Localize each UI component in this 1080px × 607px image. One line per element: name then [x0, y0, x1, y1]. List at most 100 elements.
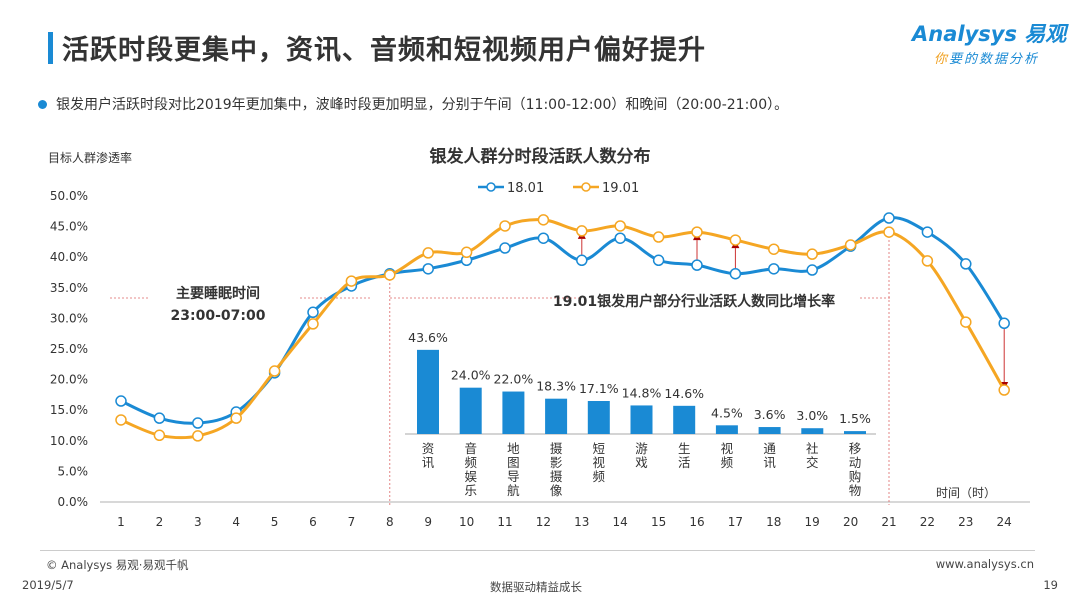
y-tick-label: 0.0% [58, 495, 89, 509]
x-tick-label: 9 [424, 515, 432, 529]
bar-category-label: 航 [507, 483, 520, 498]
date: 2019/5/7 [22, 578, 74, 592]
x-tick-label: 3 [194, 515, 202, 529]
data-point-18.01 [307, 306, 319, 319]
data-point-19.01 [460, 246, 473, 259]
bar-category-label: 导 [507, 469, 520, 484]
logo-main: Analysys 易观 [912, 22, 1067, 46]
x-tick-label: 7 [348, 515, 356, 529]
y-tick-label: 15.0% [50, 403, 88, 417]
bar-category-label: 社 [806, 441, 819, 456]
data-point-19.01 [806, 248, 818, 260]
data-point-18.01 [537, 232, 550, 244]
legend-marker-19.01 [581, 182, 591, 192]
bar-value-label: 22.0% [494, 372, 534, 387]
x-tick-label: 11 [497, 515, 512, 529]
data-point-18.01 [998, 317, 1010, 330]
bar-value-label: 17.1% [579, 381, 619, 396]
data-point-19.01 [691, 226, 703, 238]
x-axis-label: 时间（时） [936, 486, 996, 500]
data-point-19.01 [499, 220, 511, 232]
x-tick-label: 6 [309, 515, 317, 529]
data-point-19.01 [652, 231, 665, 243]
bar-category-label: 娱 [464, 469, 477, 484]
x-tick-label: 19 [805, 515, 820, 529]
bar-category-label: 视 [593, 455, 606, 470]
data-point-19.01 [384, 269, 396, 281]
data-point-19.01 [614, 220, 626, 232]
x-tick-label: 8 [386, 515, 394, 529]
x-tick-label: 5 [271, 515, 279, 529]
data-point-18.01 [499, 242, 511, 254]
analysys-logo: Analysys 易观 你要的数据分析 [912, 18, 1066, 67]
x-tick-label: 1 [117, 515, 125, 529]
bar-value-label: 4.5% [711, 405, 743, 420]
legend-marker-18.01 [486, 182, 496, 192]
summary-bullet: 银发用户活跃时段对比2019年更加集中，波峰时段更加明显，分别于午间（11:00… [38, 94, 788, 114]
data-point-18.01 [921, 226, 934, 238]
x-tick-label: 15 [651, 515, 666, 529]
x-tick-label: 12 [536, 515, 551, 529]
bar-category-label: 音 [464, 441, 477, 456]
bar-通讯 [758, 427, 781, 434]
data-point-19.01 [576, 225, 588, 237]
bar-category-label: 购 [849, 469, 862, 484]
bar-value-label: 3.6% [754, 407, 786, 422]
bar-category-label: 物 [849, 483, 862, 498]
bar-category-label: 讯 [422, 455, 435, 470]
y-tick-label: 20.0% [50, 373, 88, 387]
website-link[interactable]: www.analysys.cn [935, 557, 1034, 571]
sleep-annotation-2: 23:00-07:00 [171, 308, 266, 324]
bar-地图导航 [502, 391, 525, 434]
bar-社交 [801, 428, 824, 434]
bar-移动购物 [844, 431, 866, 434]
bar-资讯 [417, 349, 439, 434]
x-tick-label: 21 [881, 515, 896, 529]
y-tick-label: 50.0% [50, 189, 88, 203]
bar-category-label: 摄 [550, 441, 563, 456]
bar-value-label: 1.5% [839, 411, 871, 426]
y-tick-label: 35.0% [50, 281, 88, 295]
data-point-19.01 [153, 429, 166, 442]
x-tick-label: 18 [766, 515, 781, 529]
x-tick-label: 10 [459, 515, 474, 529]
data-point-18.01 [729, 267, 742, 280]
data-point-18.01 [614, 232, 626, 244]
y-axis-label: 目标人群渗透率 [48, 150, 132, 165]
bar-value-label: 24.0% [451, 368, 491, 383]
data-point-19.01 [268, 365, 281, 377]
data-point-19.01 [537, 214, 550, 226]
bar-category-label: 资 [422, 441, 435, 456]
bar-category-label: 像 [550, 483, 563, 498]
bar-category-label: 生 [678, 441, 691, 456]
bar-音频娱乐 [459, 387, 482, 434]
x-tick-label: 20 [843, 515, 858, 529]
bar-value-label: 43.6% [408, 330, 448, 345]
sleep-annotation-1: 主要睡眠时间 [176, 285, 260, 302]
x-tick-label: 2 [156, 515, 164, 529]
data-point-19.01 [115, 414, 127, 426]
bar-category-label: 戏 [635, 455, 648, 470]
bar-value-label: 14.8% [622, 385, 662, 400]
data-point-19.01 [345, 275, 358, 287]
bar-短视频 [587, 400, 610, 434]
x-tick-label: 17 [728, 515, 743, 529]
bar-category-label: 短 [593, 441, 606, 456]
data-point-19.01 [883, 226, 895, 238]
bar-摄影摄像 [545, 398, 568, 434]
bar-生活 [673, 405, 696, 434]
slogan: 数据驱动精益成长 [490, 580, 582, 594]
bar-category-label: 通 [763, 441, 776, 456]
data-point-19.01 [307, 318, 319, 330]
bar-value-label: 18.3% [536, 379, 576, 394]
bar-chart-title: 19.01银发用户部分行业活跃人数同比增长率 [553, 293, 835, 310]
data-point-19.01 [998, 384, 1010, 396]
bar-category-label: 活 [678, 455, 691, 470]
data-point-18.01 [806, 264, 818, 276]
data-point-18.01 [768, 263, 780, 275]
x-tick-label: 16 [689, 515, 704, 529]
bar-value-label: 14.6% [664, 386, 704, 401]
y-tick-label: 10.0% [50, 434, 88, 448]
